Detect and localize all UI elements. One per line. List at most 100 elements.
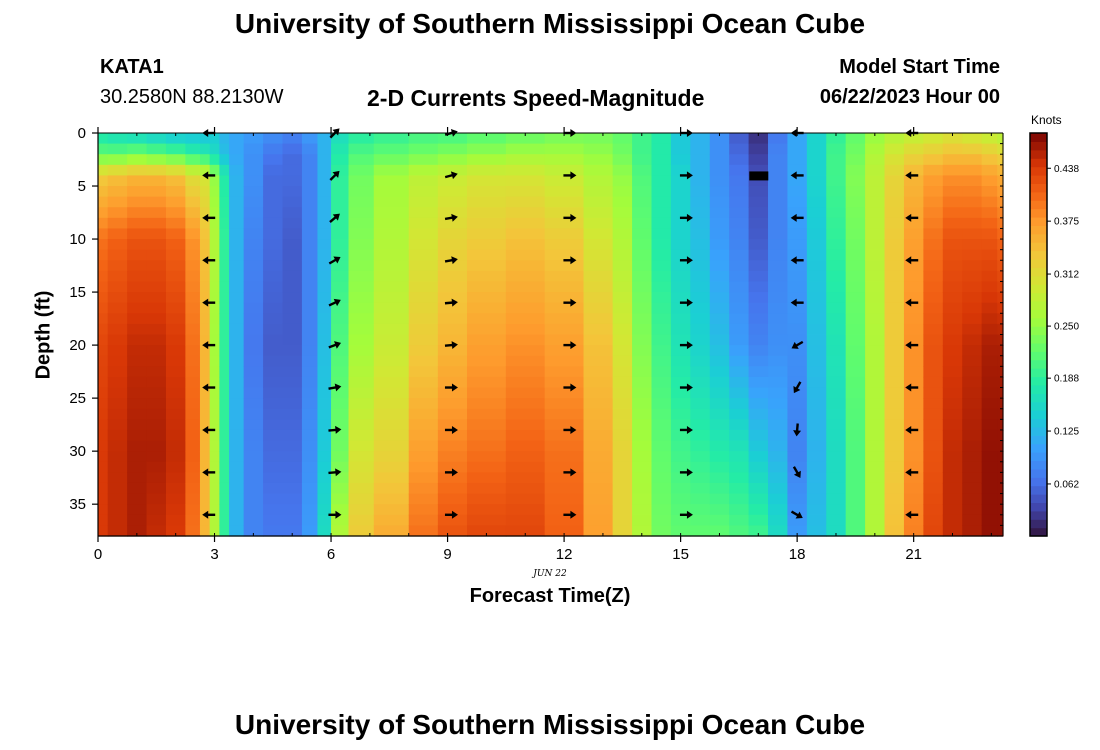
heatmap-cell: [729, 504, 750, 516]
heatmap-cell: [709, 164, 730, 177]
heatmap-cell: [612, 408, 633, 420]
heatmap-cell: [505, 270, 546, 283]
heatmap-cell: [331, 451, 350, 463]
heatmap-cell: [670, 514, 691, 526]
x-tick-label: 12: [556, 546, 573, 563]
heatmap-cell: [544, 302, 585, 314]
heatmap-cell: [282, 228, 303, 240]
heatmap-cell: [301, 472, 319, 484]
vector-head: [335, 510, 342, 519]
heatmap-cell: [787, 260, 808, 272]
heatmap-cell: [165, 472, 186, 484]
heatmap-cell: [219, 366, 230, 378]
heatmap-cell: [317, 408, 332, 420]
heatmap-cell: [107, 217, 128, 230]
heatmap-cell: [670, 143, 691, 155]
vector-head: [335, 425, 342, 434]
colorbar-segment: [1030, 200, 1047, 210]
heatmap-cell: [317, 482, 332, 495]
heatmap-cell: [408, 239, 439, 251]
heatmap-cell: [942, 472, 963, 484]
heatmap-cell: [962, 302, 983, 314]
heatmap-cell: [826, 504, 847, 516]
y-tick-label: 25: [69, 390, 86, 407]
heatmap-cell: [243, 461, 264, 473]
current-vector: [905, 468, 919, 477]
current-vector: [329, 170, 340, 181]
heatmap-cell: [884, 164, 905, 177]
heatmap-cell: [437, 313, 468, 325]
heatmap-cell: [981, 175, 998, 187]
heatmap-cell: [348, 451, 375, 463]
heatmap-cell: [219, 408, 230, 420]
heatmap-cell: [229, 154, 245, 166]
heatmap-cell: [146, 302, 167, 314]
colorbar-segment: [1030, 141, 1047, 151]
heatmap-cell: [632, 164, 653, 177]
heatmap-cell: [632, 302, 653, 314]
vector-head: [451, 256, 458, 265]
heatmap-cell: [209, 323, 220, 336]
heatmap-cell: [632, 482, 653, 495]
vector-head: [570, 383, 577, 392]
heatmap-cell: [903, 334, 924, 346]
heatmap-cell: [632, 228, 653, 240]
heatmap-cell: [146, 451, 167, 463]
heatmap-cell: [408, 143, 439, 155]
heatmap-cell: [651, 175, 672, 187]
heatmap-cell: [845, 207, 866, 219]
vector-head: [686, 298, 693, 307]
current-vector: [905, 425, 919, 434]
heatmap-cell: [903, 196, 924, 208]
heatmap-cell: [107, 186, 128, 198]
heatmap-cell: [826, 461, 847, 473]
heatmap-cell: [185, 239, 201, 251]
heatmap-cell: [331, 440, 350, 452]
colorbar-segment: [1030, 351, 1047, 361]
heatmap-cell: [348, 419, 375, 431]
heatmap-cell: [670, 525, 691, 537]
heatmap-cell: [209, 196, 220, 208]
heatmap-cell: [632, 419, 653, 431]
heatmap-cell: [845, 270, 866, 283]
heatmap-cell: [127, 504, 148, 516]
heatmap-cell: [301, 270, 319, 283]
heatmap-cell: [107, 514, 128, 526]
heatmap-cell: [466, 133, 507, 145]
heatmap-cell: [612, 260, 633, 272]
heatmap-cell: [317, 398, 332, 410]
heatmap-cell: [981, 514, 998, 526]
station-location: 30.2580N 88.2130W: [100, 86, 284, 108]
heatmap-cell: [229, 376, 245, 389]
current-vector: [679, 171, 693, 180]
heatmap-cell: [373, 493, 410, 505]
heatmap-cell: [826, 514, 847, 526]
heatmap-cell: [98, 313, 109, 325]
heatmap-cell: [670, 239, 691, 251]
heatmap-cell: [199, 143, 211, 155]
heatmap-cell: [466, 249, 507, 261]
heatmap-cell: [690, 292, 711, 304]
heatmap-cell: [348, 239, 375, 251]
heatmap-cell: [301, 398, 319, 410]
heatmap-cell: [981, 366, 998, 378]
heatmap-cell: [787, 154, 808, 166]
heatmap-cell: [845, 164, 866, 177]
heatmap-cell: [301, 408, 319, 420]
heatmap-cell: [219, 207, 230, 219]
heatmap-cell: [243, 217, 264, 230]
heatmap-cell: [282, 408, 303, 420]
heatmap-cell: [997, 154, 1004, 166]
colorbar-segment: [1030, 368, 1047, 378]
heatmap-cell: [962, 143, 983, 155]
heatmap-cell: [466, 514, 507, 526]
heatmap-cell: [865, 461, 886, 473]
heatmap-cell: [437, 398, 468, 410]
heatmap-cell: [865, 376, 886, 389]
heatmap-cell: [806, 493, 827, 505]
heatmap-cell: [865, 323, 886, 336]
heatmap-cell: [962, 493, 983, 505]
heatmap-cell: [632, 217, 653, 230]
heatmap-cell: [942, 345, 963, 357]
